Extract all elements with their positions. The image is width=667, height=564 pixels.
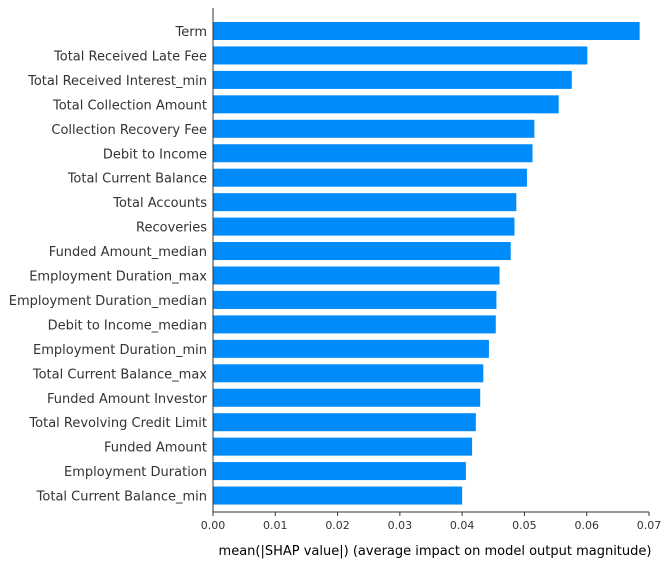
x-tick-label-2: 0.02 <box>325 519 350 532</box>
bars-group <box>213 22 640 505</box>
x-tick-label-3: 0.03 <box>388 519 413 532</box>
x-tick-label-6: 0.06 <box>574 519 599 532</box>
category-label-12: Debit to Income_median <box>48 318 207 333</box>
x-tick-label-5: 0.05 <box>512 519 537 532</box>
category-label-16: Total Revolving Credit Limit <box>28 416 207 431</box>
category-label-19: Total Current Balance_min <box>36 490 207 505</box>
x-tick-label-7: 0.07 <box>637 519 662 532</box>
category-label-13: Employment Duration_min <box>33 343 207 358</box>
bar-13 <box>213 339 489 358</box>
category-label-18: Employment Duration <box>64 465 207 480</box>
category-label-2: Total Received Interest_min <box>27 74 207 89</box>
bar-14 <box>213 364 484 383</box>
x-ticks: 0.00 0.01 0.02 0.03 0.04 0.05 0.06 0.07 <box>201 512 662 532</box>
bar-6 <box>213 168 527 187</box>
x-tick-label-4: 0.04 <box>450 519 475 532</box>
category-label-15: Funded Amount Investor <box>47 392 208 407</box>
bar-10 <box>213 266 500 285</box>
bar-12 <box>213 315 496 334</box>
category-label-14: Total Current Balance_max <box>32 367 207 382</box>
bar-18 <box>213 462 466 481</box>
x-tick-label-0: 0.00 <box>201 519 226 532</box>
bar-15 <box>213 388 481 407</box>
category-label-9: Funded Amount_median <box>49 245 207 260</box>
category-label-5: Debit to Income <box>103 147 207 162</box>
category-label-8: Recoveries <box>136 221 207 236</box>
bar-11 <box>213 290 497 309</box>
category-labels: Term Total Received Late Fee Total Receive… <box>9 25 208 505</box>
category-label-7: Total Accounts <box>112 196 207 211</box>
bar-0 <box>213 22 640 40</box>
x-axis-label: mean(|SHAP value|) (average impact on mo… <box>219 544 652 559</box>
bar-1 <box>213 46 588 65</box>
bar-16 <box>213 413 476 432</box>
bar-9 <box>213 242 511 261</box>
bar-7 <box>213 193 517 212</box>
bar-3 <box>213 95 559 114</box>
category-label-6: Total Current Balance <box>67 172 207 187</box>
bar-5 <box>213 144 533 163</box>
bar-19 <box>213 486 463 505</box>
bar-17 <box>213 437 473 456</box>
category-label-17: Funded Amount <box>104 441 207 456</box>
category-label-11: Employment Duration_median <box>9 294 207 309</box>
category-label-4: Collection Recovery Fee <box>51 123 207 138</box>
bar-4 <box>213 119 535 138</box>
bar-2 <box>213 70 572 89</box>
x-tick-label-1: 0.01 <box>263 519 288 532</box>
category-label-10: Employment Duration_max <box>29 270 207 285</box>
category-label-1: Total Received Late Fee <box>53 49 207 64</box>
category-label-3: Total Collection Amount <box>52 98 207 113</box>
category-label-0: Term <box>174 25 207 40</box>
bar-8 <box>213 217 515 236</box>
